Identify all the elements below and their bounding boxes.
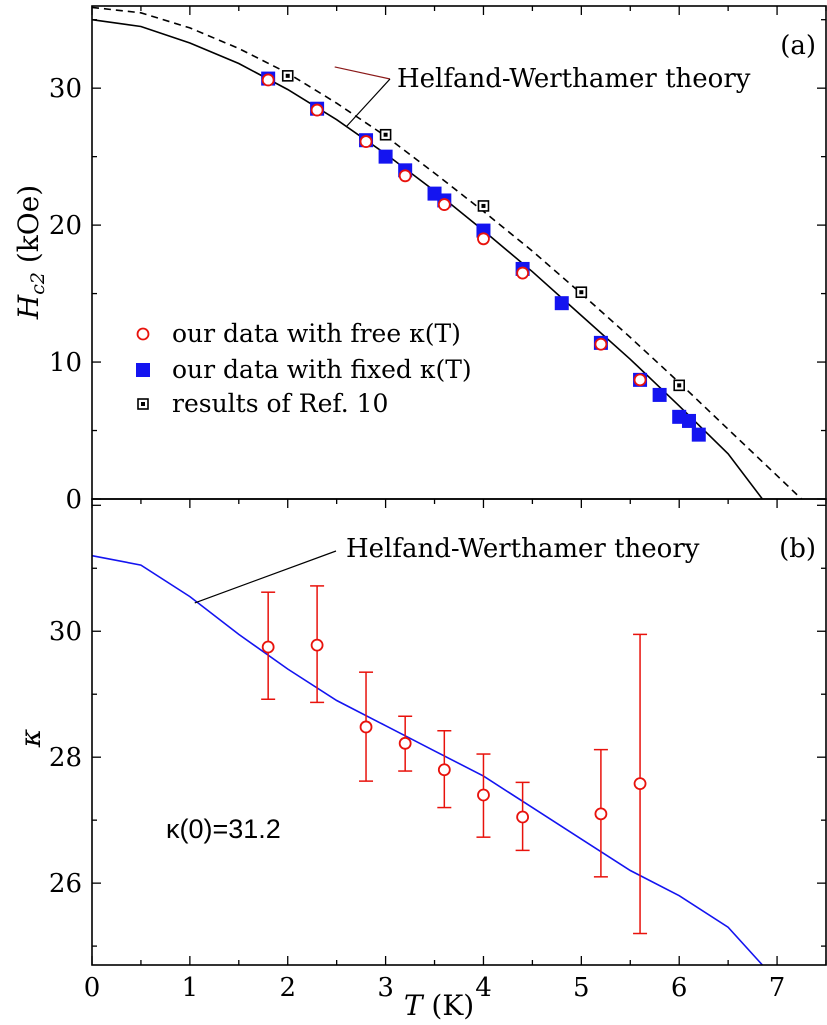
free-kappa-point — [594, 337, 608, 351]
ref10-point-center — [481, 203, 486, 208]
kappa-data-point — [310, 638, 324, 652]
panel-a-annotation: Helfand-Werthamer theory — [334, 64, 751, 127]
kappa-data-point — [398, 736, 412, 750]
y-tick-label: 28 — [49, 743, 82, 773]
free-kappa-point — [310, 103, 324, 117]
annotation-leader-solid — [346, 78, 391, 127]
x-axis-label: T (K) — [404, 989, 474, 1022]
x-tick-label: 5 — [573, 973, 590, 1003]
panel-b-annotation: Helfand-Werthamer theory — [194, 534, 700, 604]
panel-a-label: (a) — [780, 31, 816, 61]
fixed-kappa-point — [681, 413, 696, 428]
x-tick-label: 3 — [377, 973, 394, 1003]
y-tick-label: 20 — [49, 211, 82, 241]
legend-marker-ref10-center — [141, 402, 145, 406]
fixed-kappa-point — [378, 149, 393, 164]
panel-a-hc2-vs-temperature: 0 10 20 30 Helfand-Werthamer theory our dat… — [12, 5, 827, 515]
kappa-data-point — [633, 777, 647, 791]
x-tick-label: 7 — [769, 973, 786, 1003]
legend-marker-fixed — [136, 363, 150, 377]
kappa-data-point — [477, 788, 490, 802]
panel-b-y-axis-label: κ — [14, 729, 47, 748]
panel-a-ticks: 0 10 20 30 — [49, 6, 827, 515]
free-kappa-point — [477, 232, 490, 246]
ref10-point-center — [579, 290, 584, 295]
fixed-kappa-point — [652, 387, 667, 402]
ref10-point-center — [285, 73, 290, 78]
hw-theory-annotation-a: Helfand-Werthamer theory — [397, 64, 751, 94]
ref10-point-center — [677, 383, 682, 388]
hw-theory-annotation-b: Helfand-Werthamer theory — [346, 534, 700, 564]
fixed-kappa-point — [554, 296, 569, 311]
x-tick-label: 4 — [475, 973, 492, 1003]
x-tick-label: 2 — [279, 973, 296, 1003]
panel-b-frame — [91, 498, 827, 966]
free-kappa-point — [398, 169, 412, 183]
ref10-point-center — [383, 132, 388, 137]
y-tick-label: 10 — [49, 348, 82, 378]
kappa-zero-label: κ(0)=31.2 — [166, 814, 281, 844]
kappa-data-point — [437, 763, 451, 777]
legend-label-0: our data with free κ(T) — [172, 319, 461, 348]
free-kappa-point — [437, 198, 451, 211]
legend-marker-free — [136, 327, 150, 341]
panel-a-data-points — [261, 70, 706, 442]
legend-label-2: results of Ref. 10 — [172, 389, 388, 418]
kappa-data-point — [516, 810, 530, 824]
panel-b-theory-curve — [91, 554, 763, 966]
annotation-leader-b — [194, 550, 337, 604]
x-tick-label: 0 — [84, 973, 101, 1003]
panel-a-legend: our data with free κ(T) our data with fix… — [136, 319, 472, 418]
panel-a-y-axis-label: Hc2 (kOe) — [12, 185, 49, 320]
panel-b-ticks: 0 1 2 3 4 5 6 7 26 28 30 — [49, 499, 827, 1003]
panel-b-data-points — [261, 585, 648, 935]
free-kappa-point — [359, 135, 373, 148]
kappa-data-point — [359, 720, 373, 734]
x-tick-label: 1 — [182, 973, 199, 1003]
y-tick-label: 26 — [49, 869, 82, 899]
x-tick-label: 6 — [671, 973, 688, 1003]
free-kappa-point — [633, 373, 647, 387]
kappa-data-point — [261, 640, 275, 654]
y-tick-label: 0 — [65, 485, 82, 515]
panel-b-label: (b) — [779, 534, 816, 564]
kappa-data-point — [594, 807, 608, 821]
free-kappa-point — [516, 266, 530, 280]
fixed-kappa-point — [691, 427, 706, 442]
legend-label-1: our data with fixed κ(T) — [172, 355, 472, 384]
free-kappa-point — [261, 73, 275, 87]
annotation-leader-dashed — [334, 66, 391, 80]
y-tick-label: 30 — [49, 617, 82, 647]
y-tick-label: 30 — [49, 74, 82, 104]
hw-theory-kappa-curve — [91, 554, 763, 966]
